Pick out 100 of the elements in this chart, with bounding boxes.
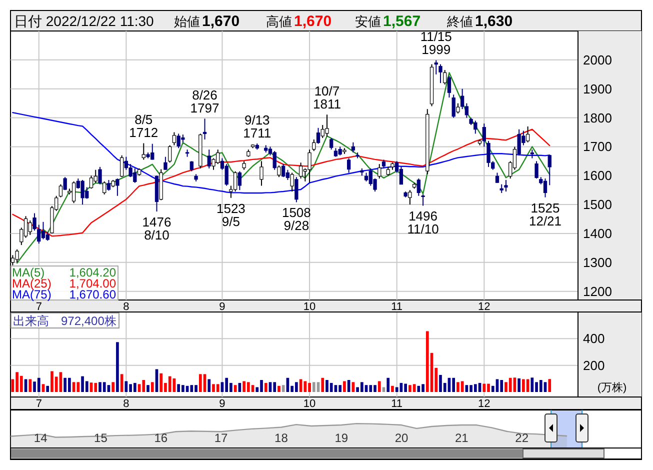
candlestick bbox=[290, 172, 294, 192]
candlestick bbox=[438, 64, 442, 84]
candlestick bbox=[378, 164, 382, 180]
candlestick bbox=[452, 94, 456, 118]
candlestick bbox=[272, 150, 276, 170]
bar bbox=[46, 386, 50, 392]
candlestick bbox=[325, 114, 329, 138]
chart-title: 日付 2022/12/22 11:30 bbox=[14, 13, 154, 29]
bar bbox=[20, 376, 23, 392]
text: 11/15 1999 bbox=[420, 29, 452, 58]
bar bbox=[28, 379, 32, 392]
annotation: 1,670.60 bbox=[69, 288, 116, 302]
bar bbox=[264, 382, 268, 392]
candlestick bbox=[526, 126, 530, 143]
bar bbox=[482, 384, 486, 392]
bar bbox=[225, 378, 228, 392]
bar bbox=[102, 382, 106, 392]
candlestick bbox=[72, 180, 76, 204]
text: 高値 bbox=[266, 14, 292, 29]
x-tick-label: 9 bbox=[219, 301, 226, 313]
y-tick-label: 1600 bbox=[583, 168, 612, 184]
candlestick bbox=[346, 158, 351, 174]
bar bbox=[330, 382, 333, 392]
bar bbox=[526, 379, 530, 392]
x-tick-label: 10 bbox=[303, 301, 316, 313]
bar bbox=[160, 373, 163, 392]
candlestick bbox=[120, 154, 124, 178]
x-tick-label: 11 bbox=[391, 398, 403, 410]
candlestick bbox=[548, 154, 552, 186]
candlestick bbox=[238, 170, 242, 191]
y-tick-label: 400 bbox=[583, 331, 605, 346]
text: 1,567 bbox=[383, 13, 421, 30]
candlestick bbox=[416, 178, 420, 196]
candlestick bbox=[102, 180, 106, 195]
candlestick bbox=[456, 102, 460, 114]
text: 1508 9/28 bbox=[282, 205, 311, 234]
bar bbox=[548, 379, 552, 392]
y-tick-label: 1300 bbox=[583, 254, 612, 270]
y-tick-label: 1800 bbox=[583, 110, 612, 126]
candlestick bbox=[277, 165, 281, 178]
bar bbox=[312, 382, 316, 392]
bar bbox=[417, 386, 420, 392]
candlestick bbox=[482, 123, 486, 148]
candlestick bbox=[495, 172, 500, 184]
bar bbox=[343, 381, 346, 392]
y-tick-label: 2000 bbox=[583, 52, 612, 68]
bar bbox=[395, 387, 398, 392]
bar bbox=[321, 378, 324, 392]
text: 1476 8/10 bbox=[142, 214, 172, 242]
bar bbox=[133, 382, 136, 392]
x-tick-label: 12 bbox=[478, 398, 490, 410]
chart-title: 出来高 972,400株 bbox=[13, 314, 116, 328]
text: 8/26 1797 bbox=[190, 88, 220, 116]
bar bbox=[42, 384, 45, 392]
bar bbox=[190, 385, 194, 392]
bar bbox=[278, 386, 280, 392]
x-tick-label: 16 bbox=[154, 431, 168, 445]
y-tick-label: 200 bbox=[583, 358, 605, 373]
candlestick bbox=[32, 212, 36, 232]
candlestick bbox=[294, 176, 298, 203]
bar bbox=[522, 379, 525, 392]
bar bbox=[112, 382, 115, 392]
bar bbox=[452, 378, 456, 392]
candlestick bbox=[312, 138, 316, 152]
candlestick bbox=[15, 248, 19, 263]
candlestick bbox=[486, 140, 490, 168]
bar bbox=[360, 382, 364, 392]
x-tick-label: 17 bbox=[214, 431, 228, 445]
bar bbox=[382, 387, 386, 392]
bar bbox=[142, 380, 146, 392]
x-tick-label: 12 bbox=[478, 301, 490, 313]
bar bbox=[539, 380, 542, 392]
bar bbox=[168, 376, 172, 392]
candlestick bbox=[164, 156, 168, 170]
candlestick bbox=[37, 224, 41, 244]
y-axis-title: (万株) bbox=[597, 381, 627, 394]
text: 安値 bbox=[355, 14, 381, 29]
text: 1525 12/21 bbox=[528, 200, 562, 228]
candlestick bbox=[316, 127, 320, 144]
x-tick-label: 7 bbox=[36, 301, 42, 313]
candlestick bbox=[399, 166, 404, 185]
series-label: MA(5) bbox=[12, 266, 45, 280]
candlestick bbox=[202, 118, 207, 140]
y-tick-label: 1500 bbox=[583, 197, 612, 212]
x-tick-label: 20 bbox=[394, 431, 409, 445]
bar bbox=[508, 378, 512, 392]
x-tick-label: 8 bbox=[123, 301, 130, 313]
text: 始値 bbox=[174, 14, 200, 29]
candlestick bbox=[142, 142, 146, 160]
bar bbox=[426, 331, 429, 392]
bar bbox=[116, 342, 119, 392]
x-tick-label: 11 bbox=[391, 301, 403, 313]
text: 1,630 bbox=[475, 13, 513, 30]
candlestick bbox=[106, 179, 111, 192]
bar bbox=[391, 386, 394, 392]
bar bbox=[500, 380, 504, 392]
bar bbox=[24, 379, 28, 392]
x-tick-label: 14 bbox=[34, 431, 48, 445]
candlestick bbox=[24, 216, 28, 238]
bar bbox=[496, 379, 499, 392]
